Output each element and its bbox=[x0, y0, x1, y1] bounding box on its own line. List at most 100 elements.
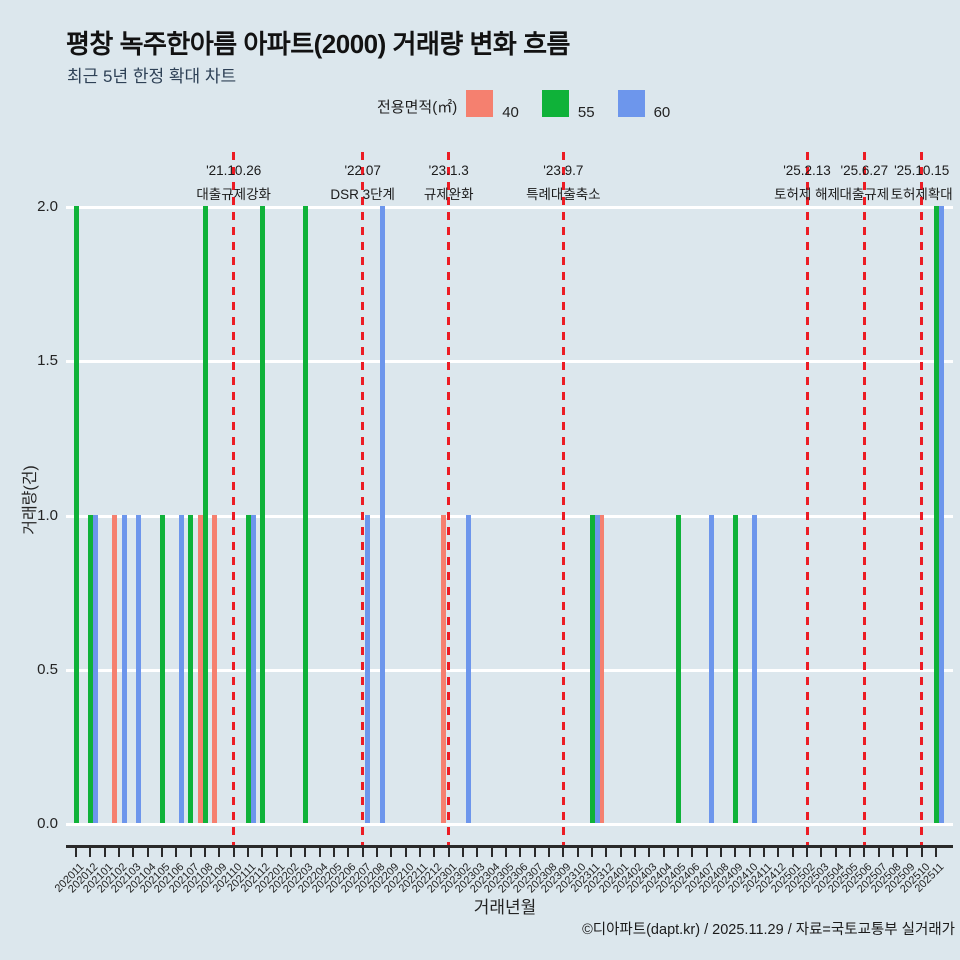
x-tick bbox=[834, 848, 837, 857]
x-tick bbox=[476, 848, 479, 857]
y-axis-title: 거래량(건) bbox=[22, 465, 39, 535]
x-tick bbox=[247, 848, 249, 857]
x-tick bbox=[892, 848, 894, 857]
y-tick-label: 1.0 bbox=[37, 507, 58, 524]
x-tick bbox=[118, 848, 120, 857]
x-tick bbox=[533, 848, 536, 857]
x-tick bbox=[376, 848, 378, 857]
x-tick bbox=[619, 848, 622, 857]
x-tick bbox=[791, 848, 794, 857]
event-line-202301 bbox=[447, 152, 451, 846]
x-tick bbox=[447, 848, 450, 857]
x-tick bbox=[820, 848, 823, 857]
event-line-202110 bbox=[232, 152, 236, 846]
x-tick bbox=[548, 848, 550, 857]
chart-subtitle: 최근 5년 한정 확대 차트 bbox=[67, 67, 237, 86]
legend-swatch-40 bbox=[466, 90, 494, 117]
event-date: '21.10.26 bbox=[206, 163, 262, 178]
x-tick bbox=[189, 848, 192, 857]
legend-label-40: 40 bbox=[502, 104, 519, 121]
x-tick bbox=[662, 848, 665, 857]
legend-swatch-60 bbox=[617, 90, 645, 117]
event-date: '23.1.3 bbox=[428, 163, 469, 178]
legend-label-60: 60 bbox=[653, 104, 671, 121]
x-tick bbox=[390, 848, 393, 857]
x-tick bbox=[806, 848, 808, 857]
event-label: 토허제확대 bbox=[890, 187, 953, 202]
x-tick bbox=[734, 848, 737, 857]
event-label: 대출규제 bbox=[839, 187, 890, 202]
bar-55-202105 bbox=[159, 514, 165, 823]
x-tick bbox=[433, 848, 436, 857]
event-label: 대출규제강화 bbox=[196, 187, 271, 202]
x-tick bbox=[748, 848, 751, 857]
x-tick bbox=[605, 848, 608, 857]
footer-credit: ©디아파트(dapt.kr) / 2025.11.29 / 자료=국토교통부 실… bbox=[582, 922, 955, 938]
bar-60-202302 bbox=[465, 514, 471, 823]
bar-55-202011 bbox=[73, 206, 79, 823]
x-tick bbox=[935, 848, 937, 857]
x-tick bbox=[290, 848, 292, 857]
bar-60-202012 bbox=[92, 514, 98, 823]
bar-55-202108 bbox=[202, 206, 208, 823]
bar-55-202112 bbox=[259, 206, 265, 823]
bar-40-202102 bbox=[111, 514, 117, 823]
grid-line bbox=[66, 669, 953, 672]
bar-40-202108 bbox=[197, 514, 203, 823]
bar-40-202301 bbox=[441, 514, 447, 823]
x-tick bbox=[634, 848, 636, 857]
x-tick bbox=[318, 848, 321, 857]
bar-60-202410 bbox=[752, 514, 758, 823]
x-tick bbox=[576, 848, 579, 857]
x-tick bbox=[648, 848, 651, 857]
event-label: 토허제 해제 bbox=[774, 187, 840, 202]
bar-60-202103 bbox=[135, 514, 141, 823]
x-tick bbox=[920, 848, 923, 857]
grid-line bbox=[66, 823, 953, 826]
x-tick bbox=[275, 848, 278, 857]
bar-60-202106 bbox=[178, 514, 184, 823]
legend-title: 전용면적(㎡) bbox=[377, 98, 458, 116]
x-tick bbox=[519, 848, 522, 857]
x-tick bbox=[562, 848, 565, 857]
x-axis-spine bbox=[66, 845, 953, 848]
event-label: 특례대출축소 bbox=[526, 187, 601, 202]
legend: 전용면적(㎡) 40 55 60 bbox=[377, 90, 693, 122]
event-date: '25.2.13 bbox=[783, 163, 831, 178]
event-line-202506 bbox=[862, 152, 866, 846]
x-tick bbox=[691, 848, 694, 857]
event-date: '22.07 bbox=[344, 163, 381, 178]
x-tick bbox=[333, 848, 335, 857]
x-tick bbox=[361, 848, 364, 857]
x-tick bbox=[863, 848, 866, 857]
x-tick bbox=[462, 848, 464, 857]
bar-60-202407 bbox=[709, 514, 715, 823]
event-label: 규제완화 bbox=[423, 187, 474, 202]
y-tick-label: 0.5 bbox=[37, 661, 58, 678]
event-date: '23.9.7 bbox=[543, 163, 584, 178]
x-tick bbox=[849, 848, 851, 857]
x-tick bbox=[720, 848, 722, 857]
bar-60-202511 bbox=[938, 206, 944, 823]
x-tick bbox=[705, 848, 708, 857]
bar-55-202405 bbox=[675, 514, 681, 823]
legend-items: 40 55 60 bbox=[466, 90, 693, 122]
bar-60-202208 bbox=[379, 206, 385, 823]
x-tick bbox=[218, 848, 221, 857]
bar-60-202102 bbox=[121, 514, 127, 823]
x-tick bbox=[89, 848, 92, 857]
x-tick bbox=[103, 848, 106, 857]
bar-55-202107 bbox=[188, 514, 194, 823]
x-tick bbox=[347, 848, 350, 857]
bar-55-202012 bbox=[87, 514, 93, 823]
legend-swatch-55 bbox=[541, 90, 569, 117]
x-tick bbox=[146, 848, 149, 857]
grid-line bbox=[66, 206, 953, 209]
y-tick-label: 2.0 bbox=[37, 198, 58, 215]
x-tick bbox=[763, 848, 765, 857]
x-tick bbox=[591, 848, 593, 857]
x-tick bbox=[204, 848, 206, 857]
x-tick bbox=[777, 848, 780, 857]
legend-label-55: 55 bbox=[577, 104, 595, 121]
